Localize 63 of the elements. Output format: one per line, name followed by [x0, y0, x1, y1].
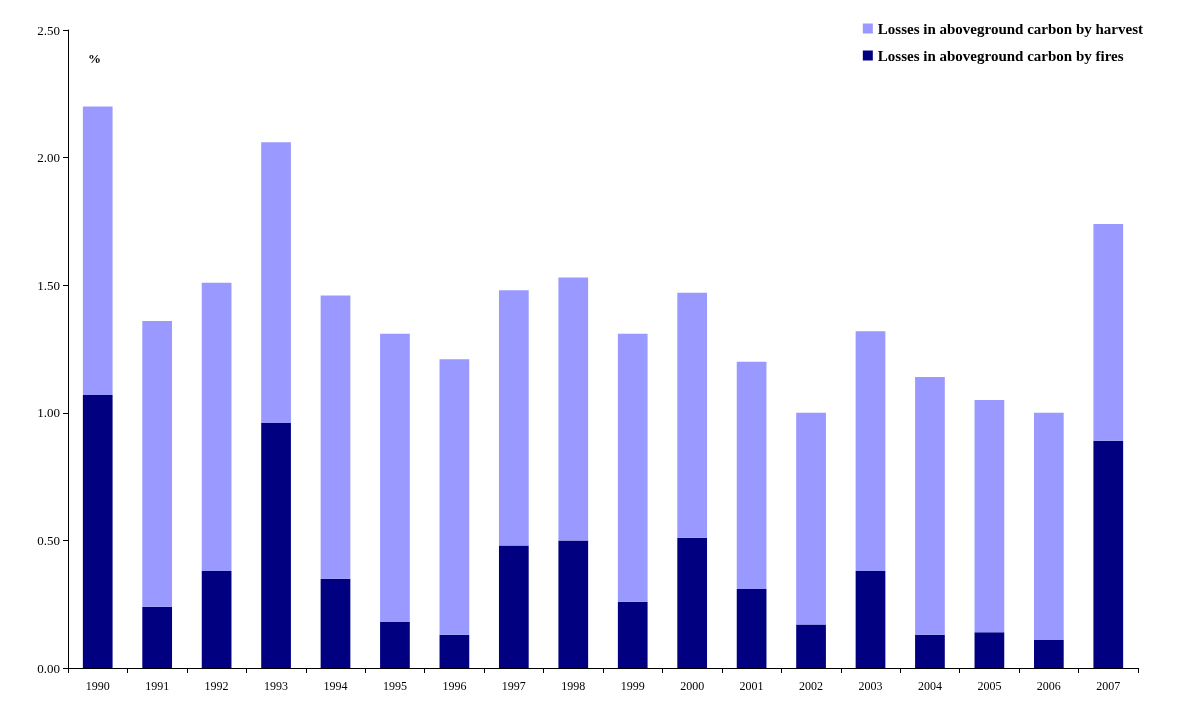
bar: [380, 622, 410, 668]
bar: [82, 394, 113, 668]
bar: [201, 282, 232, 572]
y-tick-label: 1.50: [37, 277, 60, 293]
x-tick-label: 1992: [204, 679, 229, 693]
bar: [558, 277, 589, 541]
bar: [1093, 223, 1124, 441]
x-tick-label: 1991: [145, 679, 170, 693]
bar: [677, 537, 708, 668]
bar: [320, 578, 351, 668]
x-tick-label: 1993: [264, 679, 289, 693]
x-tick-label: 2004: [917, 679, 942, 693]
bar: [261, 423, 291, 668]
x-tick-label: 1999: [620, 679, 645, 693]
y-tick-label: 0.50: [37, 532, 60, 548]
bar: [796, 412, 826, 625]
bar: [558, 540, 589, 668]
bar: [261, 142, 291, 424]
bar: [736, 588, 767, 668]
x-tick-label: 2006: [1036, 679, 1061, 693]
y-tick-label: 0.00: [37, 660, 60, 676]
bar: [439, 359, 470, 635]
bar: [915, 377, 945, 635]
y-axis-title: %: [88, 51, 101, 66]
legend-label: Losses in aboveground carbon by fires: [877, 47, 1124, 64]
bar: [677, 292, 708, 538]
x-tick-label: 2002: [799, 679, 824, 693]
x-tick-label: 2001: [739, 679, 764, 693]
bar: [915, 634, 945, 668]
x-tick-label: 2007: [1096, 679, 1121, 693]
bar: [201, 571, 232, 668]
bar: [498, 545, 529, 668]
x-tick-label: 2005: [977, 679, 1002, 693]
bar: [439, 634, 470, 668]
bar: [142, 320, 173, 607]
bar: [498, 290, 529, 546]
x-tick-label: 2003: [858, 679, 883, 693]
x-tick-label: 1990: [85, 679, 110, 693]
bar: [855, 331, 886, 572]
x-tick-label: 1997: [501, 679, 526, 693]
x-tick-label: 2000: [680, 679, 705, 693]
x-tick-label: 1994: [323, 679, 348, 693]
bar: [617, 333, 648, 602]
bar: [974, 400, 1005, 633]
bar: [736, 361, 767, 589]
bar: [142, 606, 173, 668]
y-tick-label: 2.00: [37, 150, 60, 166]
bar: [796, 624, 826, 668]
x-tick-label: 1995: [382, 679, 407, 693]
bar: [1033, 639, 1064, 668]
bar: [82, 106, 113, 395]
bar: [1093, 440, 1124, 668]
bar: [617, 601, 648, 668]
bar: [380, 333, 410, 623]
x-tick-label: 1996: [442, 679, 467, 693]
legend-label: Losses in aboveground carbon by harvest: [877, 20, 1144, 37]
y-tick-label: 2.50: [37, 22, 60, 38]
x-tick-label: 1998: [561, 679, 586, 693]
y-tick-label: 1.00: [37, 405, 60, 421]
bar: [1033, 412, 1064, 640]
bar: [320, 295, 351, 579]
bar: [974, 632, 1005, 668]
bar: [855, 571, 886, 668]
